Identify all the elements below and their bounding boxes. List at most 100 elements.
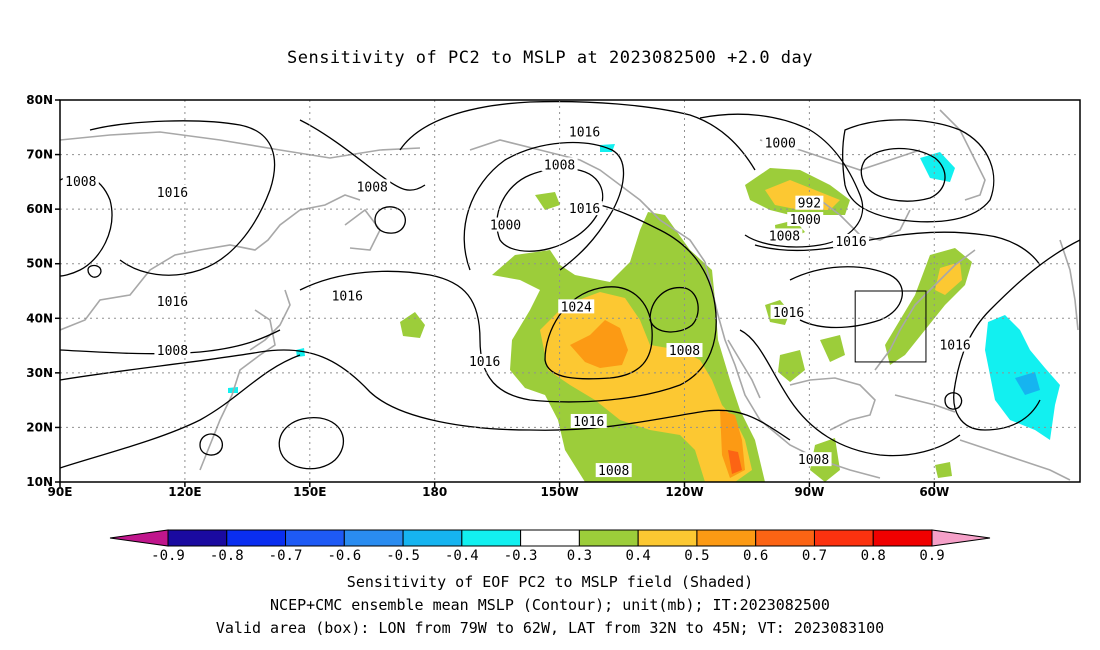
contour-label: 1008 [798,453,829,468]
colorbar-label: -0.9 [151,548,185,564]
contour-1000-canada [842,119,995,223]
colorbar: -0.9 -0.8 -0.7 -0.6 -0.5 -0.4 -0.3 0.3 0.4 0.5 0.6… [109,529,991,564]
lon-label: 120W [665,485,703,499]
contour-label: 1016 [569,126,600,141]
colorbar-swatch [578,529,639,547]
contour-label-bg [329,288,366,303]
shade-green-patch-6 [535,192,560,210]
contour-label-bg [487,217,524,232]
contour-label: 1016 [569,202,600,217]
coast-hudson [819,199,911,241]
contour-closed-small-5 [87,264,102,278]
shade-yellow-eastcoast [935,262,962,295]
contour-label: 1016 [469,355,500,370]
coast-caribbean [894,394,956,413]
contour-1016-subtropical [60,349,791,441]
lon-label: 90W [794,485,824,499]
contour-label-bg [541,157,578,172]
contour-label: 992 [798,197,821,212]
contour-label: 1016 [773,306,804,321]
contour-label-bg [666,343,703,358]
contour-label-bg [566,124,603,139]
plot-frame [59,99,1081,483]
colorbar-swatch [520,529,580,547]
coast-south-america [959,439,1071,481]
contour-label: 1016 [939,339,970,354]
colorbar-high-triangle [931,529,991,547]
contour-label: 1016 [157,295,188,310]
colorbar-label: -0.6 [327,548,361,564]
contour-1008-bering [299,119,426,191]
colorbar-label: 0.3 [567,548,592,564]
contour-closed-small-3 [374,206,406,234]
colorbar-label: 0.4 [626,548,651,564]
contour-label-bg [762,135,799,150]
gridlines [60,100,1080,482]
contour-1016-high [299,204,717,403]
colorbar-label: -0.3 [504,548,538,564]
lat-label: 30N [26,366,53,380]
lat-label: 60N [26,202,53,216]
contour-closed-small-4 [944,392,963,410]
colorbar-swatch [461,529,522,547]
contour-1008-aleutian [463,142,625,271]
contour-1016-us [789,266,903,329]
lon-label: 150W [540,485,578,499]
contour-label: 1000 [490,219,521,234]
colorbar-swatch [637,529,698,547]
colorbar-swatch [226,529,287,547]
colorbar-swatch [343,529,404,547]
contour-label-bg [795,452,832,467]
contour-label-bg [937,337,974,352]
lat-label: 70N [26,148,53,162]
contour-1008-mexico [739,329,961,457]
lon-label: 150E [293,485,326,499]
contour-992-low [860,147,946,202]
lat-label: 40N [26,311,53,325]
coast-japan [249,289,291,351]
contour-1008-asia [60,329,281,355]
contour-closed-small-2 [278,416,344,470]
shade-orange-pacific [570,320,628,368]
coast-arctic-asia [60,131,421,159]
contour-label: 1024 [561,300,592,315]
coast-greenland [939,109,986,201]
contour-label: 1016 [573,415,604,430]
contour-1016-northpac [399,100,756,171]
contour-label: 1016 [157,186,188,201]
contour-label: 1016 [332,289,363,304]
lat-label: 80N [26,93,53,107]
contour-label-bg [354,179,391,194]
colorbar-swatch [285,529,345,547]
coast-asia [60,194,361,331]
contour-label-bg [154,184,191,199]
contour-1000-aleutian [496,167,604,252]
contour-label: 1000 [790,213,821,228]
contour-1016-atlantic [953,239,1080,431]
contour-label-bg [154,293,191,308]
coast-gulf [789,377,876,431]
map-title: Sensitivity of PC2 to MSLP at 2023082500… [286,48,813,68]
colorbar-label: 0.6 [743,548,768,564]
contour-1008-canada [699,113,864,248]
colorbar-swatch [167,529,228,547]
contour-label-bg [62,173,99,188]
coast-kamchatka [344,208,381,251]
colorbar-swatch [872,529,933,547]
caption-line-1: Sensitivity of EOF PC2 to MSLP field (Sh… [346,573,754,591]
contour-label: 1008 [544,158,575,173]
contour-label: 1008 [669,344,700,359]
contour-layer [60,100,1080,470]
contour-label: 1016 [835,235,866,250]
coast-alaska [469,139,706,263]
lon-label: 180 [422,485,447,499]
contour-label-bg [566,201,603,216]
colorbar-label: -0.5 [386,548,420,564]
lon-label: 90E [48,485,73,499]
colorbar-label: 0.9 [919,548,944,564]
contour-1008-low [60,354,301,469]
contour-1008-westpac [60,174,113,277]
contour-label: 1008 [598,464,629,479]
